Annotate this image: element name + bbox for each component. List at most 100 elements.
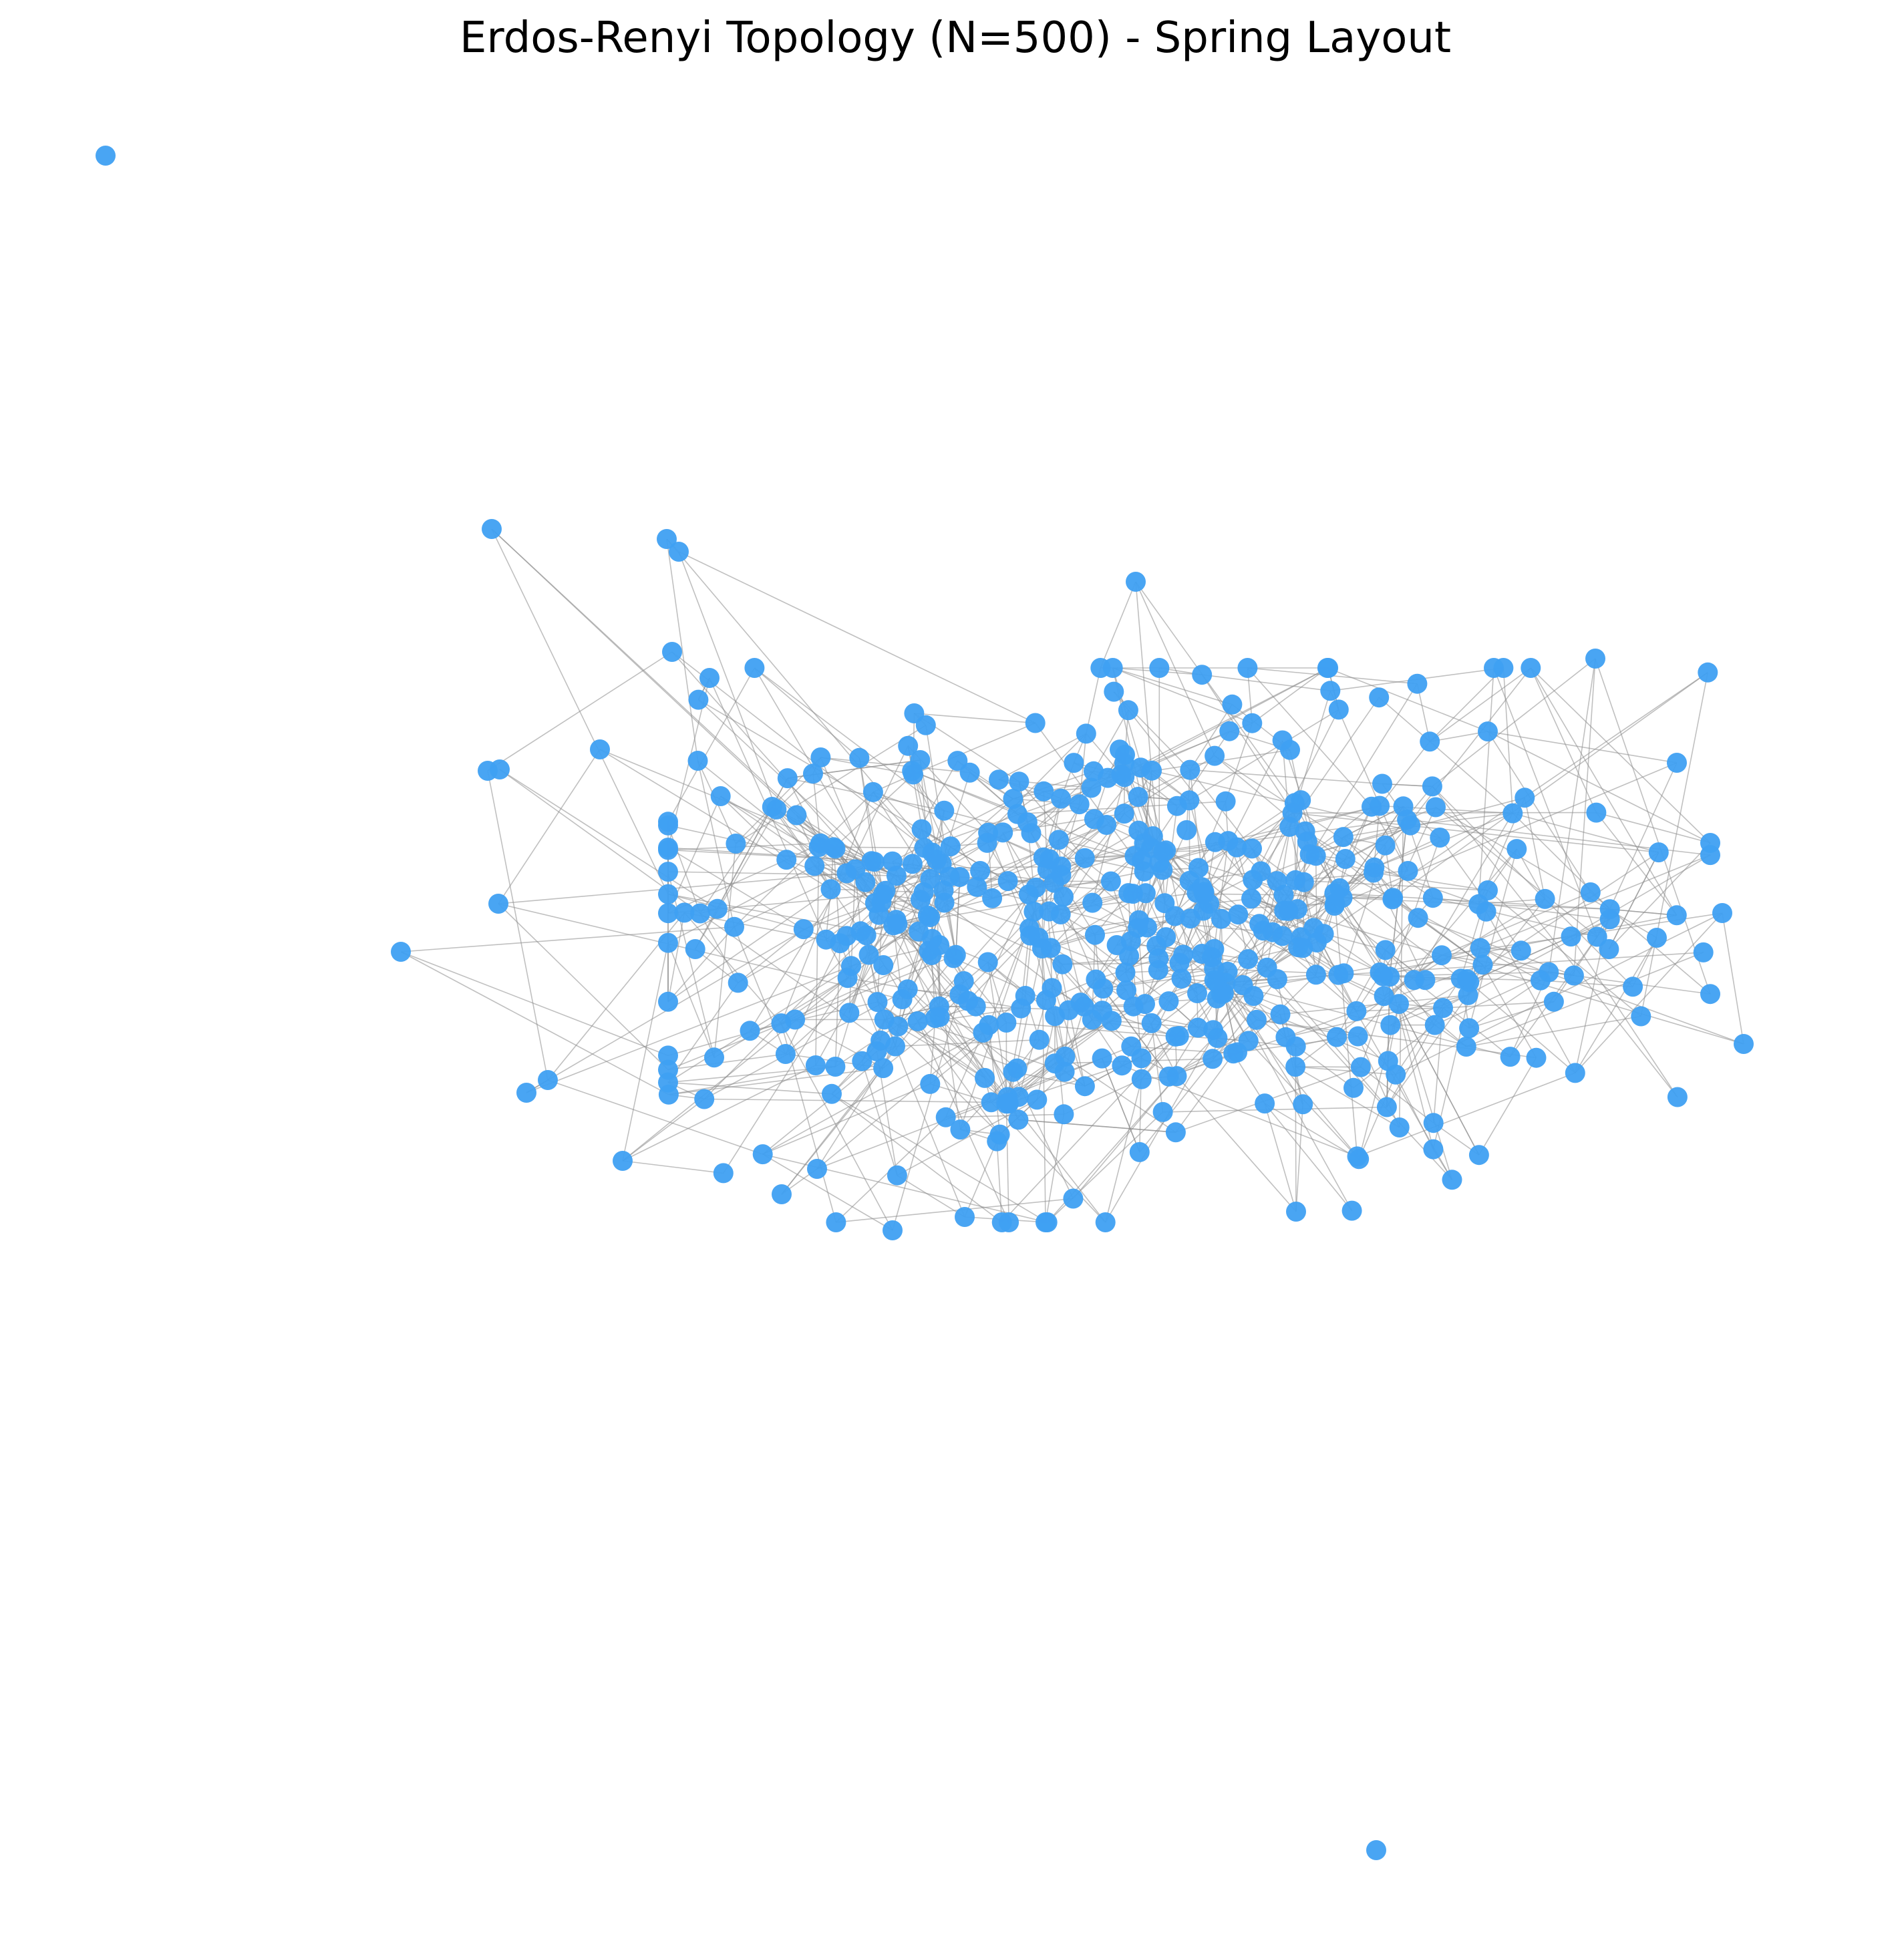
graph-node: [1180, 759, 1201, 780]
graph-node: [658, 1072, 678, 1093]
graph-edge: [1575, 937, 1657, 1073]
graph-edge: [498, 903, 669, 1071]
graph-node: [1734, 1034, 1754, 1054]
graph-edge: [762, 1032, 983, 1155]
graph-node: [391, 942, 411, 962]
graph-node: [775, 1044, 796, 1064]
graph-edge: [667, 871, 715, 1058]
graph-edge: [400, 926, 735, 952]
graph-edge: [815, 847, 820, 1066]
graph-node: [1400, 815, 1421, 836]
graph-node: [674, 902, 695, 923]
graph-edge: [1264, 1103, 1297, 1212]
graph-edge: [1414, 979, 1511, 1057]
graph-node: [1023, 901, 1044, 922]
graph-node: [685, 939, 705, 959]
graph-node: [1511, 940, 1531, 961]
graph-node: [766, 799, 787, 820]
graph-node: [1093, 979, 1114, 999]
graph-node: [1375, 940, 1396, 960]
graph-node: [1346, 1001, 1367, 1021]
graph-node: [1648, 842, 1669, 863]
graph-node: [1215, 791, 1236, 812]
graph-node: [1506, 839, 1527, 860]
graph-edge: [1466, 952, 1704, 1047]
graph-node: [1343, 1077, 1364, 1098]
graph-edge: [1214, 755, 1434, 898]
graph-node: [1293, 872, 1314, 892]
graph-node: [1115, 745, 1135, 765]
graph-node: [1459, 1018, 1480, 1039]
graph-node: [850, 921, 871, 942]
graph-node: [1422, 776, 1442, 797]
graph-node: [1158, 991, 1179, 1012]
graph-edge: [667, 926, 735, 1003]
graph-node: [1192, 877, 1213, 898]
graph-edge: [1360, 1066, 1434, 1123]
graph-node: [950, 1119, 971, 1140]
graph-node: [807, 1159, 827, 1179]
graph-edge: [704, 1098, 991, 1103]
graph-edge: [1722, 912, 1744, 1045]
graph-edge: [907, 989, 985, 1079]
graph-edge: [1398, 1003, 1480, 1156]
graph-node: [1693, 942, 1714, 962]
graph-node: [1237, 658, 1258, 678]
graph-node: [728, 973, 748, 993]
graph-edge: [1360, 837, 1441, 1067]
graph-edge: [499, 769, 718, 910]
graph-edge: [1264, 1103, 1353, 1212]
graph-edge: [1190, 769, 1383, 785]
graph-node: [1055, 1046, 1076, 1067]
graph-edge: [1485, 911, 1576, 1073]
graph-node: [1667, 1087, 1688, 1107]
graph-node: [1164, 906, 1185, 926]
graph-edge: [695, 809, 777, 950]
graph-edge: [667, 912, 685, 1002]
graph-node: [658, 932, 678, 953]
graph-node: [1131, 1048, 1152, 1069]
graph-edge: [897, 924, 936, 1019]
graph-node: [825, 1057, 846, 1077]
graph-node: [970, 861, 991, 881]
graph-node: [852, 1051, 872, 1071]
graph-node: [1255, 1093, 1275, 1114]
graph-edge: [884, 1019, 1001, 1135]
graph-node: [1389, 994, 1409, 1015]
graph-node: [1165, 1026, 1186, 1047]
graph-node: [885, 1036, 905, 1057]
graph-node: [940, 836, 961, 857]
graph-node: [1456, 1037, 1476, 1057]
graph-node: [989, 769, 1009, 790]
graph-node: [1393, 796, 1414, 817]
graph-edge: [1530, 667, 1597, 813]
graph-node: [688, 689, 709, 710]
graph-node: [1380, 966, 1400, 987]
graph-node: [826, 1212, 846, 1232]
graph-edge: [930, 1083, 991, 1103]
graph-node: [935, 1107, 956, 1127]
graph-edge: [678, 551, 778, 810]
graph-edge: [1093, 709, 1129, 772]
graph-edge: [1327, 667, 1488, 732]
graph-edge: [1432, 785, 1633, 987]
graph-edge: [1374, 867, 1479, 905]
graph-node: [914, 838, 935, 858]
graph-node: [1152, 1101, 1173, 1122]
graph-node: [907, 1011, 928, 1031]
graph-edge: [1608, 842, 1711, 950]
graph-edge: [1390, 979, 1468, 1026]
graph-edge: [913, 722, 1036, 775]
graph-edge: [1247, 667, 1372, 808]
graph-node: [1146, 936, 1167, 956]
graph-node: [839, 1003, 860, 1023]
graph-node: [1187, 1017, 1208, 1038]
graph-edge: [667, 1081, 832, 1095]
graph-node: [1203, 1049, 1223, 1069]
graph-node: [658, 903, 678, 924]
graph-edge: [1596, 812, 1711, 844]
graph-edge: [1413, 813, 1513, 981]
graph-node: [1165, 1122, 1186, 1143]
graph-node: [1233, 975, 1253, 995]
graph-edge: [1441, 936, 1571, 956]
